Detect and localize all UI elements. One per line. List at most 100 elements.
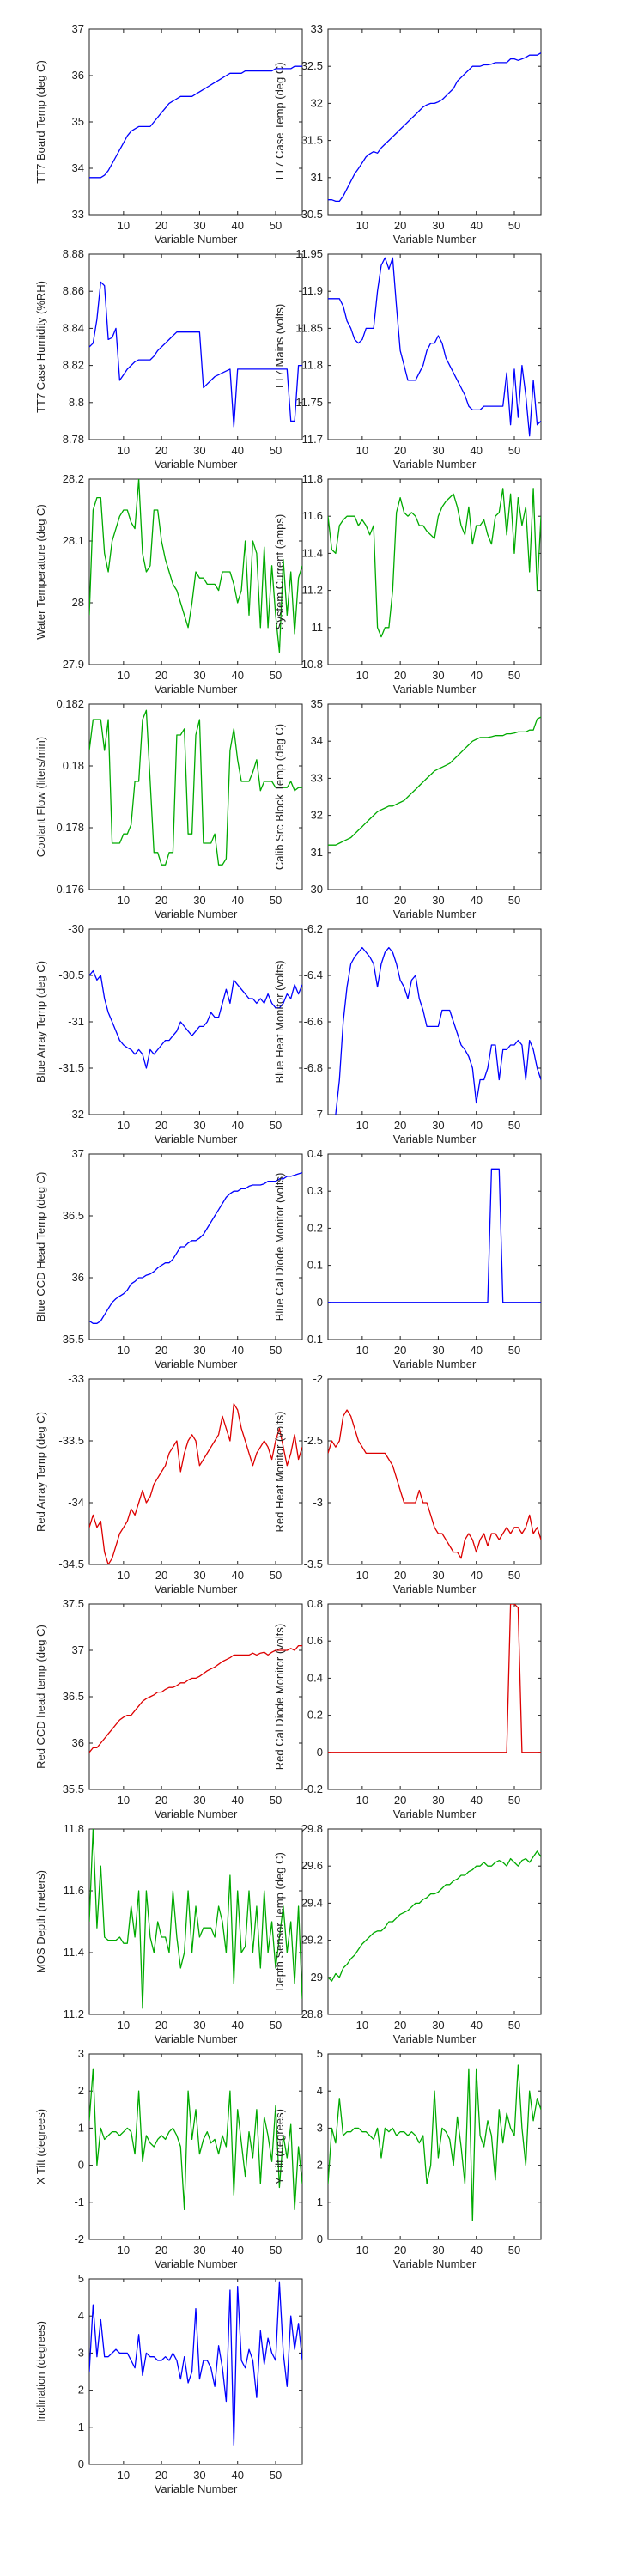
x-tick-label: 30 [193, 2469, 205, 2482]
x-tick-label: 50 [270, 1794, 282, 1807]
y-tick-label: 37.5 [63, 1597, 84, 1610]
series-line [89, 2281, 302, 2447]
y-tick-label: 31.5 [301, 134, 323, 147]
x-tick-label: 30 [193, 1344, 205, 1357]
y-tick-label: 0 [317, 1296, 323, 1309]
y-tick-label: -0.1 [304, 1333, 323, 1346]
y-tick-label: -6.6 [304, 1015, 323, 1028]
x-tick-label: 50 [508, 219, 520, 232]
x-tick-label: 40 [231, 1344, 243, 1357]
y-axis-label: Red Heat Monitor (volts) [273, 1412, 286, 1533]
x-tick-label: 10 [356, 444, 368, 457]
y-tick-label: 37 [72, 1147, 84, 1160]
plot-frame [327, 2053, 542, 2240]
chart-16: 10 20 30 40 50 11.2 11.4 11.6 11.8 Variable Numbe… [34, 1822, 303, 2045]
y-tick-label: 33 [311, 22, 323, 35]
x-tick-label: 20 [155, 444, 167, 457]
y-tick-label: -2.5 [304, 1434, 323, 1447]
x-tick-label: 40 [470, 669, 482, 682]
x-tick-label: 40 [470, 1119, 482, 1132]
series-line [328, 1168, 541, 1303]
chart-15: 10 20 30 40 50 -0.2 0 0.2 0.4 0.6 0.8 Variable Numb… [273, 1597, 542, 1820]
y-axis-label: Blue Cal Diode Monitor (volts) [273, 1173, 286, 1321]
chart-3: 10 20 30 40 50 11.7 11.75 11.8 11.85 11.9 11.95 Var… [273, 247, 542, 471]
y-tick-label: 8.78 [63, 433, 84, 446]
x-tick-label: 30 [193, 444, 205, 457]
plot-frame [327, 703, 542, 890]
y-axis-label: Blue Array Temp (deg C) [34, 961, 47, 1083]
series-line [89, 1644, 302, 1753]
x-tick-label: 50 [508, 2019, 520, 2032]
y-tick-label: 11.2 [64, 2008, 84, 2020]
x-tick-label: 50 [270, 894, 282, 907]
y-tick-label: 30.5 [301, 208, 323, 221]
x-tick-label: 50 [508, 444, 520, 457]
y-tick-label: 36.5 [63, 1690, 84, 1703]
y-tick-label: 35 [72, 115, 84, 128]
x-tick-label: 20 [394, 1794, 406, 1807]
plot-frame [327, 478, 542, 665]
y-axis-label: X Tilt (degrees) [34, 2109, 47, 2184]
y-tick-label: 31 [311, 846, 323, 859]
x-tick-label: 30 [432, 219, 444, 232]
y-tick-label: -3.5 [304, 1558, 323, 1571]
chart-7: 10 20 30 40 50 30 31 32 33 34 35 Variable Number Cal… [273, 697, 542, 920]
x-tick-label: 40 [231, 444, 243, 457]
chart-1: 10 20 30 40 50 30.5 31 31.5 32 32.5 33 Variable Num… [273, 22, 542, 246]
plot-frame [88, 28, 303, 216]
y-tick-label: 11 [312, 621, 324, 634]
chart-19: 10 20 30 40 50 0 1 2 3 4 5 Variable Number Y Tilt (d… [273, 2047, 542, 2270]
x-tick-label: 30 [193, 219, 205, 232]
x-tick-label: 20 [394, 1569, 406, 1582]
x-axis-label: Variable Number [155, 1358, 238, 1370]
plot-frame [327, 1828, 542, 2015]
x-axis-label: Variable Number [393, 1358, 477, 1370]
x-tick-label: 50 [270, 1119, 282, 1132]
y-tick-label: 1 [317, 2196, 323, 2208]
x-axis-label: Variable Number [393, 1807, 477, 1820]
x-tick-label: 20 [155, 669, 167, 682]
y-tick-label: 35 [311, 697, 323, 710]
x-tick-label: 30 [432, 2244, 444, 2257]
y-tick-label: 36 [72, 1271, 84, 1284]
y-tick-label: 0.6 [307, 1634, 323, 1647]
plot-frame [327, 253, 542, 440]
y-axis-label: System Current (amps) [273, 514, 286, 629]
series-line [89, 1171, 302, 1324]
x-axis-label: Variable Number [393, 233, 477, 246]
x-axis-label: Variable Number [393, 2257, 477, 2270]
y-axis-label: Depth Sensor Temp (deg C) [273, 1852, 286, 1991]
plot-frame [88, 928, 303, 1115]
x-tick-label: 50 [508, 1794, 520, 1807]
plot-frame [88, 2053, 303, 2240]
x-tick-label: 10 [356, 1344, 368, 1357]
x-tick-label: 50 [508, 2244, 520, 2257]
x-axis-label: Variable Number [155, 2482, 238, 2495]
x-axis-label: Variable Number [155, 1807, 238, 1820]
x-tick-label: 30 [432, 1794, 444, 1807]
chart-4: 10 20 30 40 50 27.9 28 28.1 28.2 Variable Number W… [34, 472, 303, 696]
y-tick-label: 11.8 [64, 1822, 84, 1835]
x-axis-label: Variable Number [155, 2032, 238, 2045]
x-tick-label: 10 [118, 2469, 130, 2482]
x-tick-label: 50 [270, 2244, 282, 2257]
y-tick-label: 32 [311, 809, 323, 822]
y-tick-label: 2 [78, 2384, 84, 2397]
y-tick-label: -7 [313, 1108, 323, 1121]
y-tick-label: -30 [68, 922, 84, 935]
series-line [328, 52, 541, 203]
x-tick-label: 40 [470, 219, 482, 232]
plot-frame [88, 703, 303, 890]
y-tick-label: 27.9 [63, 658, 84, 671]
x-axis-label: Variable Number [155, 1583, 238, 1595]
x-tick-label: 10 [356, 219, 368, 232]
y-tick-label: -33 [68, 1372, 84, 1385]
y-axis-label: TT7 Case Temp (deg C) [273, 62, 286, 181]
series-line [328, 716, 541, 846]
x-tick-label: 40 [231, 1569, 243, 1582]
x-axis-label: Variable Number [155, 1133, 238, 1145]
series-line [328, 1604, 541, 1753]
y-tick-label: 0 [317, 1746, 323, 1759]
x-tick-label: 40 [470, 1344, 482, 1357]
